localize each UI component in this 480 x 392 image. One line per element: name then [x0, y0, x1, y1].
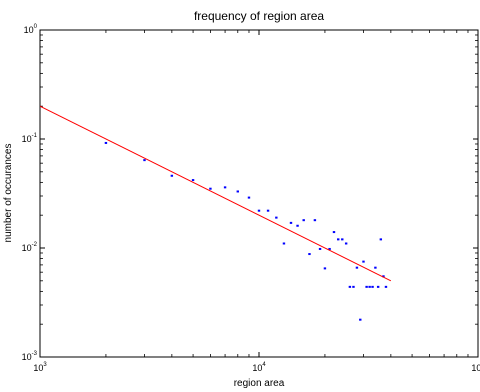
data-point [275, 216, 278, 219]
data-point [341, 238, 344, 241]
data-point [355, 266, 359, 269]
data-point [308, 253, 311, 256]
chart-title: frequency of region area [194, 9, 324, 23]
y-tick-label-base: 10 [22, 352, 32, 362]
data-point [337, 238, 340, 241]
axis-ticks [39, 29, 479, 358]
data-point [191, 179, 195, 182]
data-point [104, 141, 108, 144]
x-tick-label-exponent: 3 [43, 362, 47, 368]
data-point [368, 285, 371, 288]
data-point [170, 174, 174, 177]
data-point [318, 247, 322, 250]
data-point [282, 242, 286, 245]
y-tick-label: 10-3 [22, 351, 38, 362]
y-tick-label: 100 [24, 24, 38, 35]
x-tick-label-exponent: 4 [262, 362, 266, 368]
data-point [328, 247, 331, 250]
data-point [296, 224, 299, 227]
data-point [371, 285, 374, 288]
data-point [302, 219, 305, 222]
series-layer [40, 105, 392, 321]
data-point [266, 209, 270, 212]
data-point [348, 285, 352, 288]
data-point [209, 187, 212, 190]
x-tick-label: 104 [252, 362, 266, 373]
data-point [332, 231, 336, 234]
y-axis-label: number of occurances [3, 144, 14, 243]
x-tick-label: 103 [33, 362, 47, 373]
data-point [143, 159, 146, 162]
data-point [313, 219, 317, 222]
y-tick-label: 10-1 [22, 133, 38, 144]
y-tick-label-base: 10 [24, 25, 34, 35]
x-tick-label-base: 10 [33, 363, 43, 373]
data-point [352, 285, 355, 288]
plot-area [39, 29, 479, 358]
data-point [257, 209, 261, 212]
data-point [223, 186, 227, 189]
fit-line [40, 105, 392, 282]
data-point [359, 318, 362, 321]
x-tick-label-base: 10 [471, 363, 480, 373]
data-point [236, 190, 239, 193]
y-tick-label-exponent: 0 [34, 24, 38, 30]
y-tick-label-exponent: -1 [32, 133, 38, 139]
data-point [384, 285, 388, 288]
data-point [365, 285, 368, 288]
data-point [379, 238, 383, 241]
y-tick-label-base: 10 [22, 243, 32, 253]
data-point [362, 260, 365, 263]
data-point [382, 275, 385, 278]
data-point [374, 266, 377, 269]
x-tick-label: 105 [471, 362, 480, 373]
x-tick-label-base: 10 [252, 363, 262, 373]
data-point [344, 242, 348, 245]
y-tick-label: 10-2 [22, 242, 38, 253]
data-point [376, 285, 380, 288]
data-point [323, 267, 327, 270]
data-point [289, 221, 293, 224]
y-tick-label-base: 10 [22, 134, 32, 144]
y-tick-label-exponent: -3 [32, 351, 38, 357]
x-axis-label: region area [234, 378, 285, 389]
y-tick-label-exponent: -2 [32, 242, 38, 248]
data-point [247, 196, 251, 199]
